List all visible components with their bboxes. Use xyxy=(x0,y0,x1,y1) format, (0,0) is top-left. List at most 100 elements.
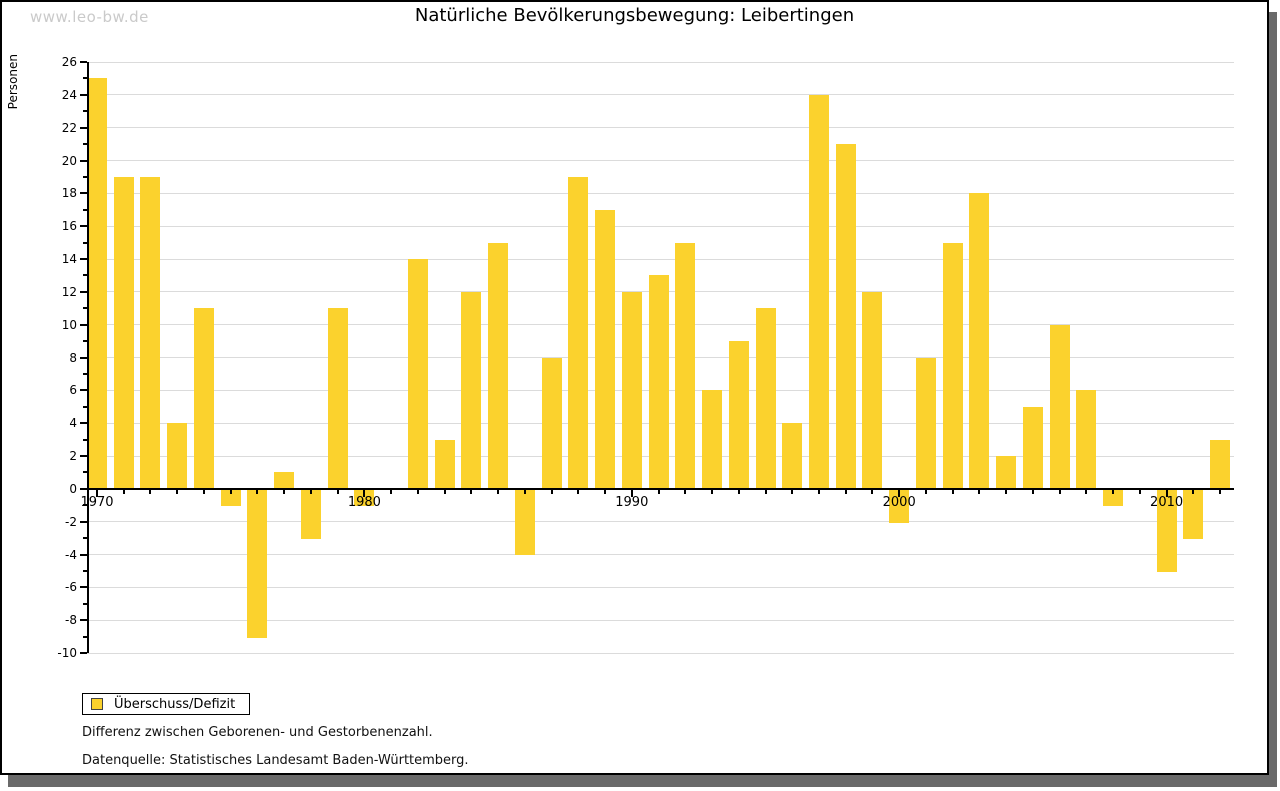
bar-1973 xyxy=(167,423,188,489)
x-tick xyxy=(657,489,660,494)
x-tick xyxy=(924,489,927,494)
y-tick xyxy=(80,258,87,260)
bar-1975 xyxy=(220,489,241,507)
y-tick xyxy=(83,241,87,244)
bar-1983 xyxy=(434,439,455,489)
x-tick xyxy=(1085,489,1088,494)
bar-2002 xyxy=(942,242,963,489)
bar-1996 xyxy=(782,423,803,489)
y-tick xyxy=(83,569,87,572)
bar-2010 xyxy=(1156,489,1177,572)
x-tick xyxy=(229,489,232,494)
y-axis-label: Personen xyxy=(6,54,20,110)
bar-2001 xyxy=(915,357,936,489)
x-tick xyxy=(202,489,205,494)
gridline xyxy=(87,94,1234,96)
footnote-source: Datenquelle: Statistisches Landesamt Bad… xyxy=(82,753,469,768)
bar-1992 xyxy=(675,242,696,489)
y-tick xyxy=(83,110,87,113)
x-tick xyxy=(149,489,152,494)
x-tick xyxy=(256,489,259,494)
bar-2012 xyxy=(1210,439,1231,489)
gridline xyxy=(87,619,1234,621)
plot-area: 26 24 22 20 18 16 14 12 10 8 6 4 2 0 -2 -4 -6 -8 -10 1970 19… xyxy=(57,55,1234,660)
y-tick xyxy=(80,290,87,293)
y-tick xyxy=(80,520,87,523)
x-tick xyxy=(470,489,473,494)
y-tick xyxy=(80,225,87,228)
legend-box: Überschuss/Defizit xyxy=(82,693,251,715)
y-tick xyxy=(83,340,87,343)
bar-1991 xyxy=(648,275,669,489)
y-tick xyxy=(80,619,87,622)
y-tick xyxy=(83,175,87,178)
bar-1985 xyxy=(488,242,509,489)
x-tick xyxy=(1192,489,1195,494)
bar-1971 xyxy=(113,176,134,489)
bar-1979 xyxy=(327,308,348,489)
bar-1977 xyxy=(274,472,295,489)
bar-2004 xyxy=(996,456,1017,489)
y-tick xyxy=(83,602,87,605)
gridline xyxy=(87,652,1234,654)
bar-1986 xyxy=(514,489,535,556)
x-tick-label: 2010 xyxy=(1150,494,1184,510)
y-tick xyxy=(80,422,87,425)
y-tick xyxy=(80,553,87,556)
bar-2003 xyxy=(969,193,990,489)
x-tick xyxy=(363,489,366,497)
y-tick xyxy=(83,208,87,211)
legend-swatch-icon xyxy=(91,698,103,710)
y-tick xyxy=(83,307,87,310)
bar-1976 xyxy=(247,489,268,638)
page-title: Natürliche Bevölkerungsbewegung: Leibert… xyxy=(414,5,855,26)
x-tick xyxy=(978,489,981,494)
x-tick xyxy=(684,489,687,494)
x-tick xyxy=(817,489,820,494)
y-tick xyxy=(80,159,87,162)
x-tick xyxy=(416,489,419,494)
y-tick xyxy=(83,143,87,146)
x-tick xyxy=(898,489,901,497)
y-tick xyxy=(83,471,87,474)
y-tick-label: 8 xyxy=(69,350,77,365)
gridline xyxy=(87,61,1234,63)
gridline xyxy=(87,127,1234,129)
x-tick xyxy=(577,489,580,494)
x-tick xyxy=(951,489,954,494)
gridline xyxy=(87,258,1234,260)
y-tick xyxy=(80,356,87,359)
x-tick xyxy=(1165,489,1168,497)
y-tick xyxy=(83,537,87,540)
bar-1997 xyxy=(808,94,829,489)
y-tick-label: 26 xyxy=(61,55,77,69)
x-tick xyxy=(1138,489,1141,494)
x-axis-line xyxy=(87,487,1234,490)
bar-1978 xyxy=(300,489,321,540)
bar-1994 xyxy=(728,341,749,489)
y-tick-label: 12 xyxy=(61,284,77,299)
watermark: www.leo-bw.de xyxy=(30,8,149,26)
x-tick xyxy=(791,489,794,494)
gridline xyxy=(87,521,1234,523)
bar-2011 xyxy=(1183,489,1204,540)
gridline xyxy=(87,225,1234,227)
footnote-definition: Differenz zwischen Geborenen- und Gestor… xyxy=(82,725,433,740)
x-tick xyxy=(1031,489,1034,494)
bar-1993 xyxy=(702,390,723,489)
bar-1998 xyxy=(835,144,856,489)
y-tick-label: -10 xyxy=(57,646,77,660)
y-tick xyxy=(83,438,87,441)
x-tick-label: 1990 xyxy=(615,494,649,510)
y-tick-label: 18 xyxy=(61,186,77,201)
y-tick xyxy=(80,192,87,195)
y-tick xyxy=(83,504,87,507)
y-tick xyxy=(83,405,87,408)
x-tick xyxy=(604,489,607,494)
x-tick xyxy=(336,489,339,494)
x-tick xyxy=(871,489,874,494)
x-tick xyxy=(283,489,286,494)
gridline xyxy=(87,160,1234,161)
y-axis-line xyxy=(87,62,89,653)
bar-2007 xyxy=(1076,390,1097,489)
